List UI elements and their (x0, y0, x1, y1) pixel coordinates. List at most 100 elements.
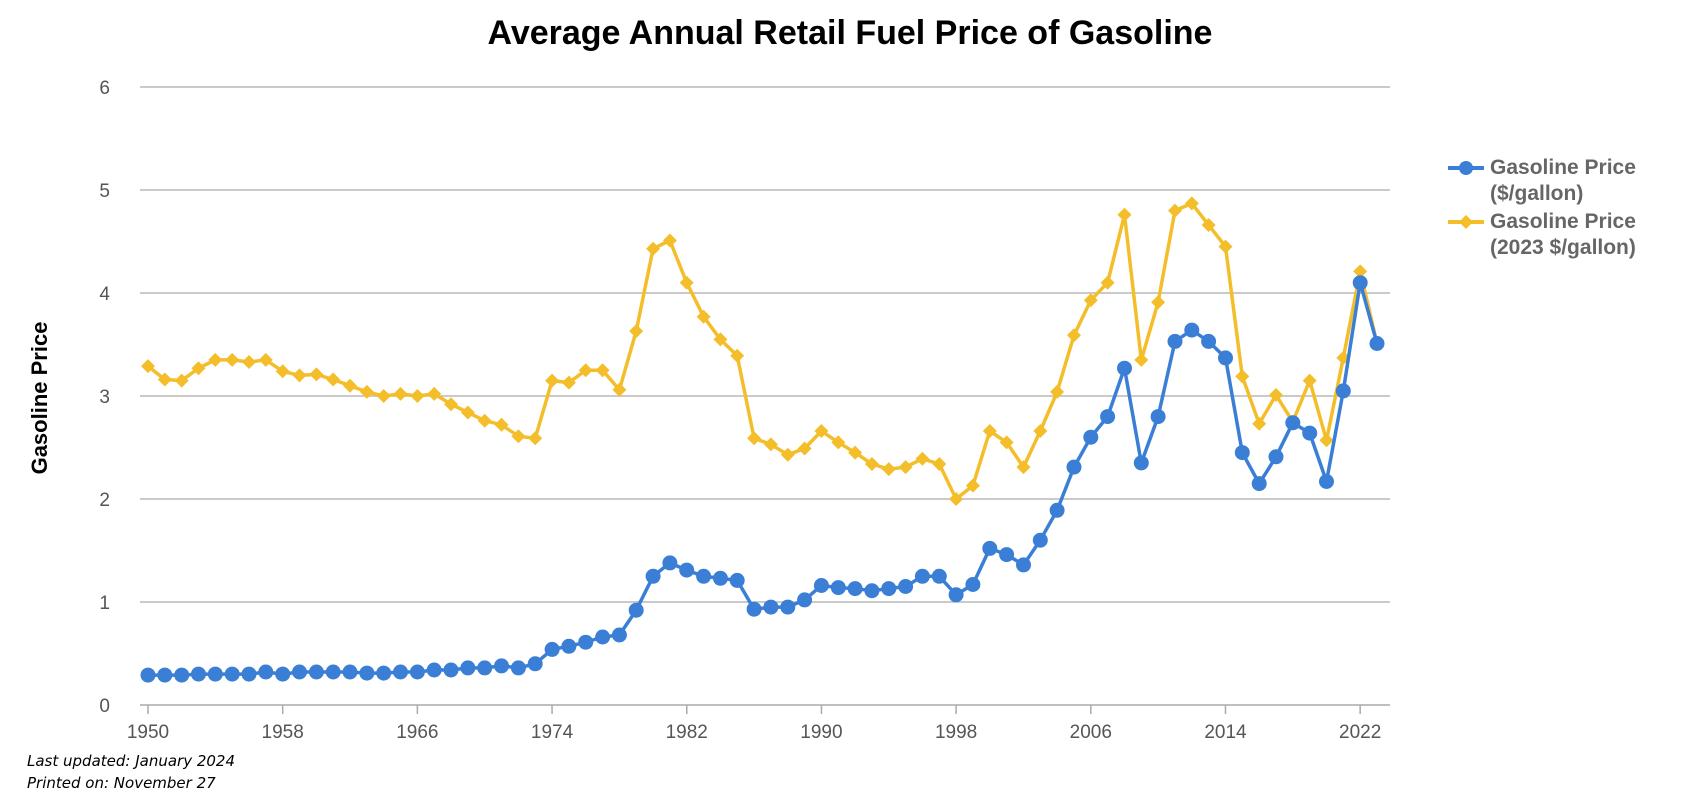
data-point (679, 275, 694, 290)
data-point (1184, 322, 1200, 338)
legend-label-line2: (2023 $/gallon) (1490, 236, 1636, 259)
data-point (662, 233, 677, 248)
data-point (527, 656, 543, 672)
legend-label-line1: Gasoline Price (1490, 156, 1636, 179)
data-point (780, 447, 795, 462)
data-point (797, 592, 813, 608)
x-tick-label: 2014 (1204, 722, 1247, 743)
data-point (326, 372, 341, 387)
data-point (427, 386, 442, 401)
y-tick-label: 1 (99, 593, 110, 614)
data-point (545, 373, 560, 388)
data-point (982, 540, 998, 556)
data-point (578, 634, 594, 650)
data-point (1319, 474, 1334, 489)
data-point (510, 660, 526, 676)
data-point (157, 667, 173, 683)
data-point (999, 435, 1014, 450)
data-point (1269, 388, 1283, 402)
data-point (813, 578, 829, 593)
data-point (578, 363, 593, 378)
data-point (174, 667, 190, 683)
data-point (460, 405, 475, 420)
data-point (931, 568, 947, 584)
data-point (207, 666, 223, 682)
legend-label-line1: Gasoline Price (1490, 210, 1636, 233)
data-point (982, 424, 997, 438)
data-point (376, 389, 391, 403)
data-point (595, 363, 610, 378)
data-point (460, 660, 476, 676)
data-point (191, 666, 206, 682)
data-point (864, 457, 879, 471)
data-point (595, 629, 611, 645)
data-point (494, 417, 509, 432)
data-point (208, 352, 223, 367)
data-point (1049, 502, 1065, 518)
data-point (1100, 275, 1115, 290)
data-point (1201, 218, 1216, 232)
data-point (898, 579, 914, 594)
data-point (729, 572, 745, 588)
data-point (629, 324, 644, 339)
data-point (948, 587, 964, 603)
series-line (148, 280, 1379, 677)
data-point (881, 581, 897, 597)
data-point (1218, 350, 1233, 366)
data-point (359, 665, 375, 681)
legend-item-real[interactable]: Gasoline Price (2023 $/gallon) (1448, 209, 1698, 261)
data-point (1235, 369, 1250, 384)
x-tick-label: 2022 (1339, 722, 1381, 743)
data-point (308, 664, 324, 680)
data-point (376, 665, 392, 681)
data-point (1251, 476, 1267, 492)
data-point (646, 241, 661, 256)
data-point (1050, 384, 1065, 399)
data-point (258, 352, 273, 367)
x-tick-label: 1998 (935, 722, 977, 743)
data-point (242, 355, 256, 369)
data-point (1083, 429, 1099, 445)
y-tick-label: 3 (99, 387, 110, 408)
data-point (292, 368, 307, 383)
data-point (359, 384, 374, 399)
data-point (426, 662, 442, 678)
data-point (342, 664, 358, 680)
x-tick-label: 1982 (666, 722, 708, 743)
data-point (1033, 424, 1048, 438)
data-point (999, 547, 1015, 563)
data-point (1201, 333, 1217, 349)
series-real (141, 196, 1384, 506)
data-point (191, 361, 206, 376)
legend-item-nominal[interactable]: Gasoline Price ($/gallon) (1448, 155, 1698, 207)
data-point (1184, 196, 1199, 211)
data-point (1252, 416, 1267, 431)
data-point (393, 386, 408, 401)
x-tick-label: 1974 (531, 722, 574, 743)
data-point (645, 568, 661, 584)
data-point (1234, 445, 1250, 461)
data-point (1134, 352, 1149, 367)
data-point (1285, 415, 1301, 431)
data-point (140, 667, 156, 683)
data-point (1133, 455, 1149, 471)
y-tick-label: 4 (99, 284, 110, 305)
legend: Gasoline Price ($/gallon) Gasoline Price… (1448, 155, 1698, 263)
data-point (292, 664, 307, 680)
y-axis-label: Gasoline Price (27, 322, 52, 475)
data-point (847, 581, 863, 597)
data-point (1335, 383, 1351, 399)
legend-swatch-diamond-icon (1448, 215, 1484, 229)
data-point (713, 332, 728, 347)
data-point (932, 457, 947, 471)
data-point (1353, 264, 1368, 279)
data-point (1168, 203, 1182, 218)
data-point (410, 389, 425, 403)
data-point (730, 348, 745, 363)
data-point (679, 562, 695, 578)
data-point (763, 437, 778, 452)
data-point (1067, 328, 1081, 343)
data-point (1016, 557, 1031, 573)
data-point (1218, 239, 1233, 254)
data-point (141, 359, 155, 374)
